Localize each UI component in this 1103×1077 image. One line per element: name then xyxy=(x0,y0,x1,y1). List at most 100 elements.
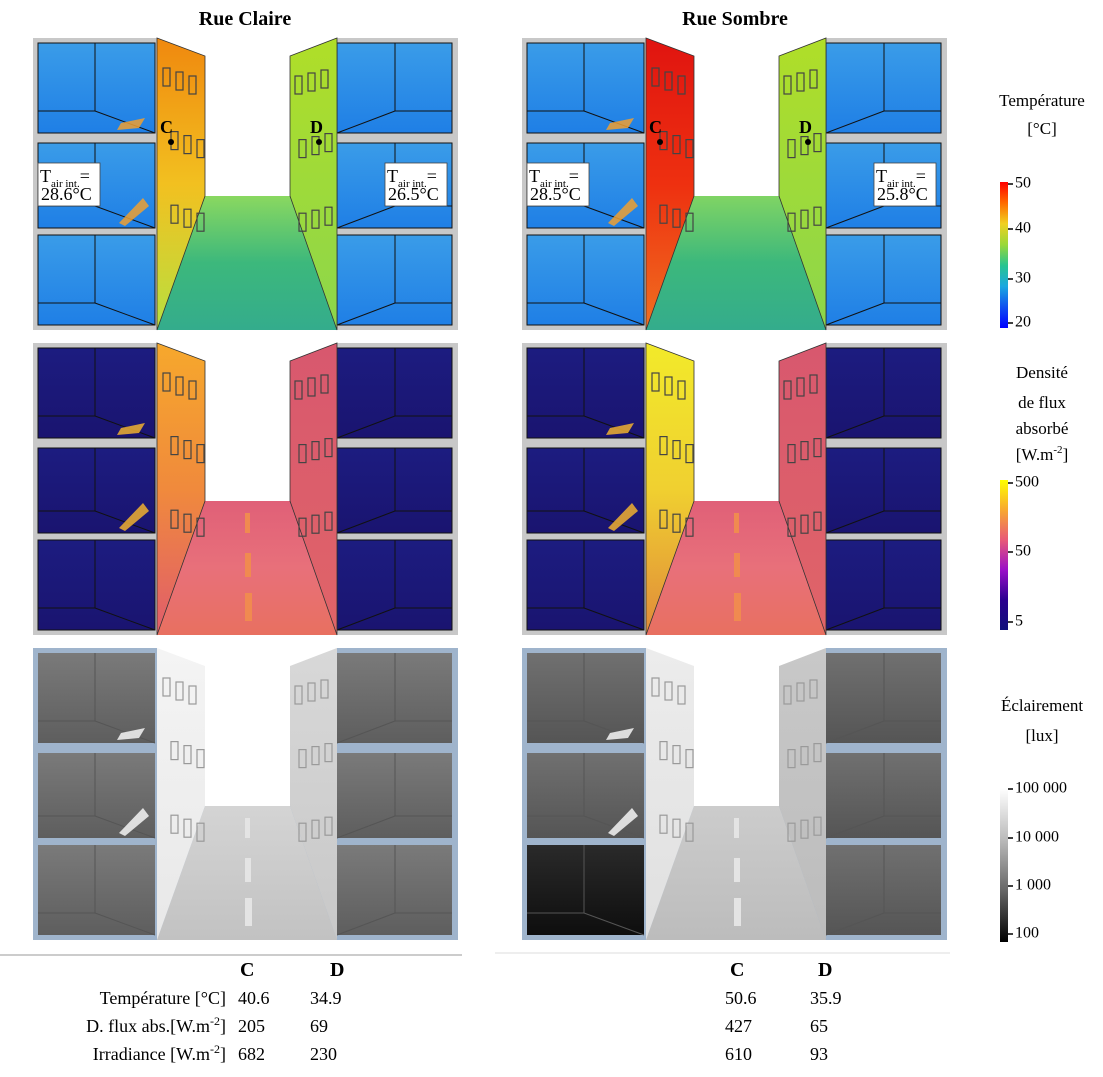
window xyxy=(796,72,805,92)
table-value: 610 xyxy=(725,1044,752,1064)
table-header: D xyxy=(330,959,344,981)
window xyxy=(787,443,796,464)
window xyxy=(196,822,205,842)
room-edge xyxy=(336,720,396,744)
unit-text: [W.m xyxy=(1016,445,1054,464)
table-value: 427 xyxy=(725,1016,752,1036)
window xyxy=(307,72,316,92)
temp-equals: = xyxy=(916,166,926,186)
legend-title: Éclairement xyxy=(1001,696,1083,715)
window xyxy=(672,134,681,155)
row-label-close: ] xyxy=(220,1044,226,1064)
sun-patch xyxy=(119,503,149,531)
window xyxy=(183,513,192,533)
window xyxy=(298,517,307,537)
facade-right xyxy=(779,648,826,940)
colorbar-tick-label: 50 xyxy=(1015,543,1031,560)
legend-unit: [W.m-2] xyxy=(1016,444,1068,464)
temp-subscript: air int. xyxy=(398,178,427,190)
window xyxy=(188,685,197,705)
temp-equals: = xyxy=(427,166,437,186)
sun-patch xyxy=(606,728,634,740)
window xyxy=(664,71,673,91)
window xyxy=(307,682,316,702)
window xyxy=(800,209,809,229)
room-edge xyxy=(336,205,396,229)
table-header: D xyxy=(818,959,832,981)
room-edge xyxy=(336,607,396,631)
point-label: D xyxy=(310,117,323,137)
colorbar-tick-label: 5 xyxy=(1015,613,1023,630)
legend-title: absorbé xyxy=(1016,419,1069,438)
temp-symbol: T xyxy=(876,166,887,186)
window xyxy=(677,380,686,400)
window xyxy=(787,138,796,159)
room xyxy=(526,234,645,326)
room-edge xyxy=(336,815,396,839)
window xyxy=(813,511,822,531)
road-mark xyxy=(734,513,739,533)
window xyxy=(813,742,822,763)
table-value: 93 xyxy=(810,1044,828,1064)
point-marker xyxy=(316,139,322,145)
facade-left xyxy=(156,342,206,636)
point-label: D xyxy=(799,117,812,137)
window xyxy=(196,138,205,159)
room-edge xyxy=(583,720,645,744)
colorbar-tick-label: 100 000 xyxy=(1015,780,1067,797)
facade-right xyxy=(289,37,338,331)
window xyxy=(170,814,179,834)
window xyxy=(677,685,686,705)
scene-panel xyxy=(522,648,947,940)
unit-sup: -2 xyxy=(1053,444,1062,456)
window xyxy=(307,377,316,397)
window xyxy=(651,67,660,87)
window xyxy=(324,742,333,763)
temp-value: 28.5°C xyxy=(530,184,581,204)
temp-label: Tair int.= xyxy=(529,166,579,190)
room-edge xyxy=(825,510,885,534)
point-marker xyxy=(168,139,174,145)
window xyxy=(664,376,673,396)
sun-patch xyxy=(117,118,145,130)
window xyxy=(796,682,805,702)
room-edge xyxy=(94,110,156,134)
window xyxy=(175,71,184,91)
colorbar xyxy=(1000,788,1008,942)
room-edge xyxy=(825,815,885,839)
colorbar xyxy=(1000,480,1008,630)
legend-title: Densité xyxy=(1016,363,1068,382)
table-value: 65 xyxy=(810,1016,828,1036)
window xyxy=(672,439,681,460)
sun-patch xyxy=(606,423,634,435)
room-edge xyxy=(94,912,156,936)
room xyxy=(527,845,644,935)
room-edge xyxy=(825,110,885,134)
window xyxy=(298,212,307,232)
room-edge xyxy=(583,415,645,439)
window xyxy=(659,435,668,456)
room-edge xyxy=(94,607,156,631)
temp-symbol: T xyxy=(40,166,51,186)
road-mark xyxy=(245,553,251,577)
room-edge xyxy=(825,415,885,439)
window xyxy=(170,509,179,529)
window xyxy=(311,819,320,839)
temp-value: 26.5°C xyxy=(388,184,439,204)
room-edge xyxy=(336,415,396,439)
window xyxy=(809,69,818,89)
window xyxy=(196,517,205,537)
window xyxy=(294,685,303,705)
street-floor xyxy=(646,196,826,330)
colorbar-tick-label: 30 xyxy=(1015,270,1031,287)
room-edge xyxy=(583,110,645,134)
temp-box xyxy=(873,162,937,207)
table-value: 205 xyxy=(238,1016,265,1036)
colorbar-tick-label: 10 000 xyxy=(1015,829,1059,846)
window xyxy=(324,206,333,226)
window xyxy=(787,822,796,842)
row-label: Irradiance [W.m-2] xyxy=(93,1042,226,1064)
window xyxy=(311,135,320,156)
temp-box xyxy=(384,162,448,207)
